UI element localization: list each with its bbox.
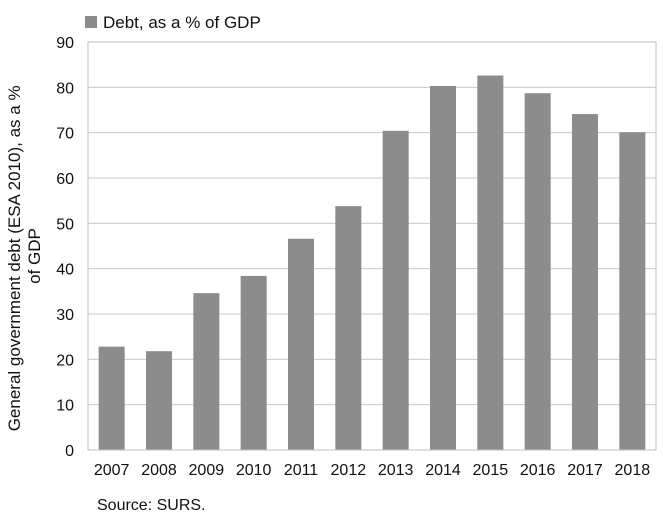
legend-label: Debt, as a % of GDP <box>103 13 261 32</box>
x-tick-label: 2015 <box>473 462 509 479</box>
bar-2015 <box>477 75 504 451</box>
bar-2013 <box>382 130 409 450</box>
x-tick-labels: 2007 2008 2009 2010 2011 2012 2013 2014 2015 2016… <box>94 462 650 479</box>
bar-2011 <box>288 238 314 450</box>
x-tick-label: 2012 <box>331 462 367 479</box>
x-tick-label: 2008 <box>141 462 177 479</box>
bar-2008 <box>146 351 172 450</box>
bar-2012 <box>335 206 362 450</box>
y-tick-label: 0 <box>65 443 74 460</box>
x-tick-label: 2009 <box>189 462 225 479</box>
legend-swatch <box>85 16 97 28</box>
y-axis-title: General government debt (ESA 2010), as a… <box>5 81 44 432</box>
x-tick-label: 2007 <box>94 462 130 479</box>
y-tick-label: 30 <box>56 307 74 324</box>
y-axis-title-line-2: of GDP <box>25 228 44 284</box>
x-tick-label: 2016 <box>520 462 556 479</box>
y-tick-label: 80 <box>56 80 74 97</box>
x-tick-label: 2018 <box>615 462 651 479</box>
bar-2017 <box>572 114 598 450</box>
plot-frame <box>87 41 657 451</box>
y-tick-label: 50 <box>56 216 74 233</box>
bar-2016 <box>524 93 551 450</box>
source-note: Source: SURS. <box>97 497 205 514</box>
y-axis-title-line-1: General government debt (ESA 2010), as a… <box>5 85 24 431</box>
y-tick-label: 60 <box>56 171 74 188</box>
y-tick-label: 40 <box>56 262 74 279</box>
y-tick-label: 20 <box>56 352 74 369</box>
x-tick-label: 2013 <box>378 462 414 479</box>
legend: Debt, as a % of GDP <box>85 13 261 32</box>
y-tick-label: 90 <box>56 35 74 52</box>
bar-2010 <box>240 275 267 450</box>
bar-2018 <box>619 132 646 451</box>
x-tick-label: 2014 <box>425 462 461 479</box>
y-tick-labels: 0 10 20 30 40 50 60 70 80 90 <box>56 35 74 460</box>
y-tick-label: 10 <box>56 398 74 415</box>
x-tick-label: 2010 <box>236 462 272 479</box>
bars <box>98 75 646 451</box>
gridlines <box>88 86 656 406</box>
bar-2007 <box>98 346 125 450</box>
bar-2009 <box>193 293 220 450</box>
y-tick-label: 70 <box>56 126 74 143</box>
x-tick-label: 2017 <box>567 462 603 479</box>
bar-2014 <box>430 85 456 451</box>
axes <box>87 41 657 451</box>
x-tick-label: 2011 <box>284 462 319 479</box>
